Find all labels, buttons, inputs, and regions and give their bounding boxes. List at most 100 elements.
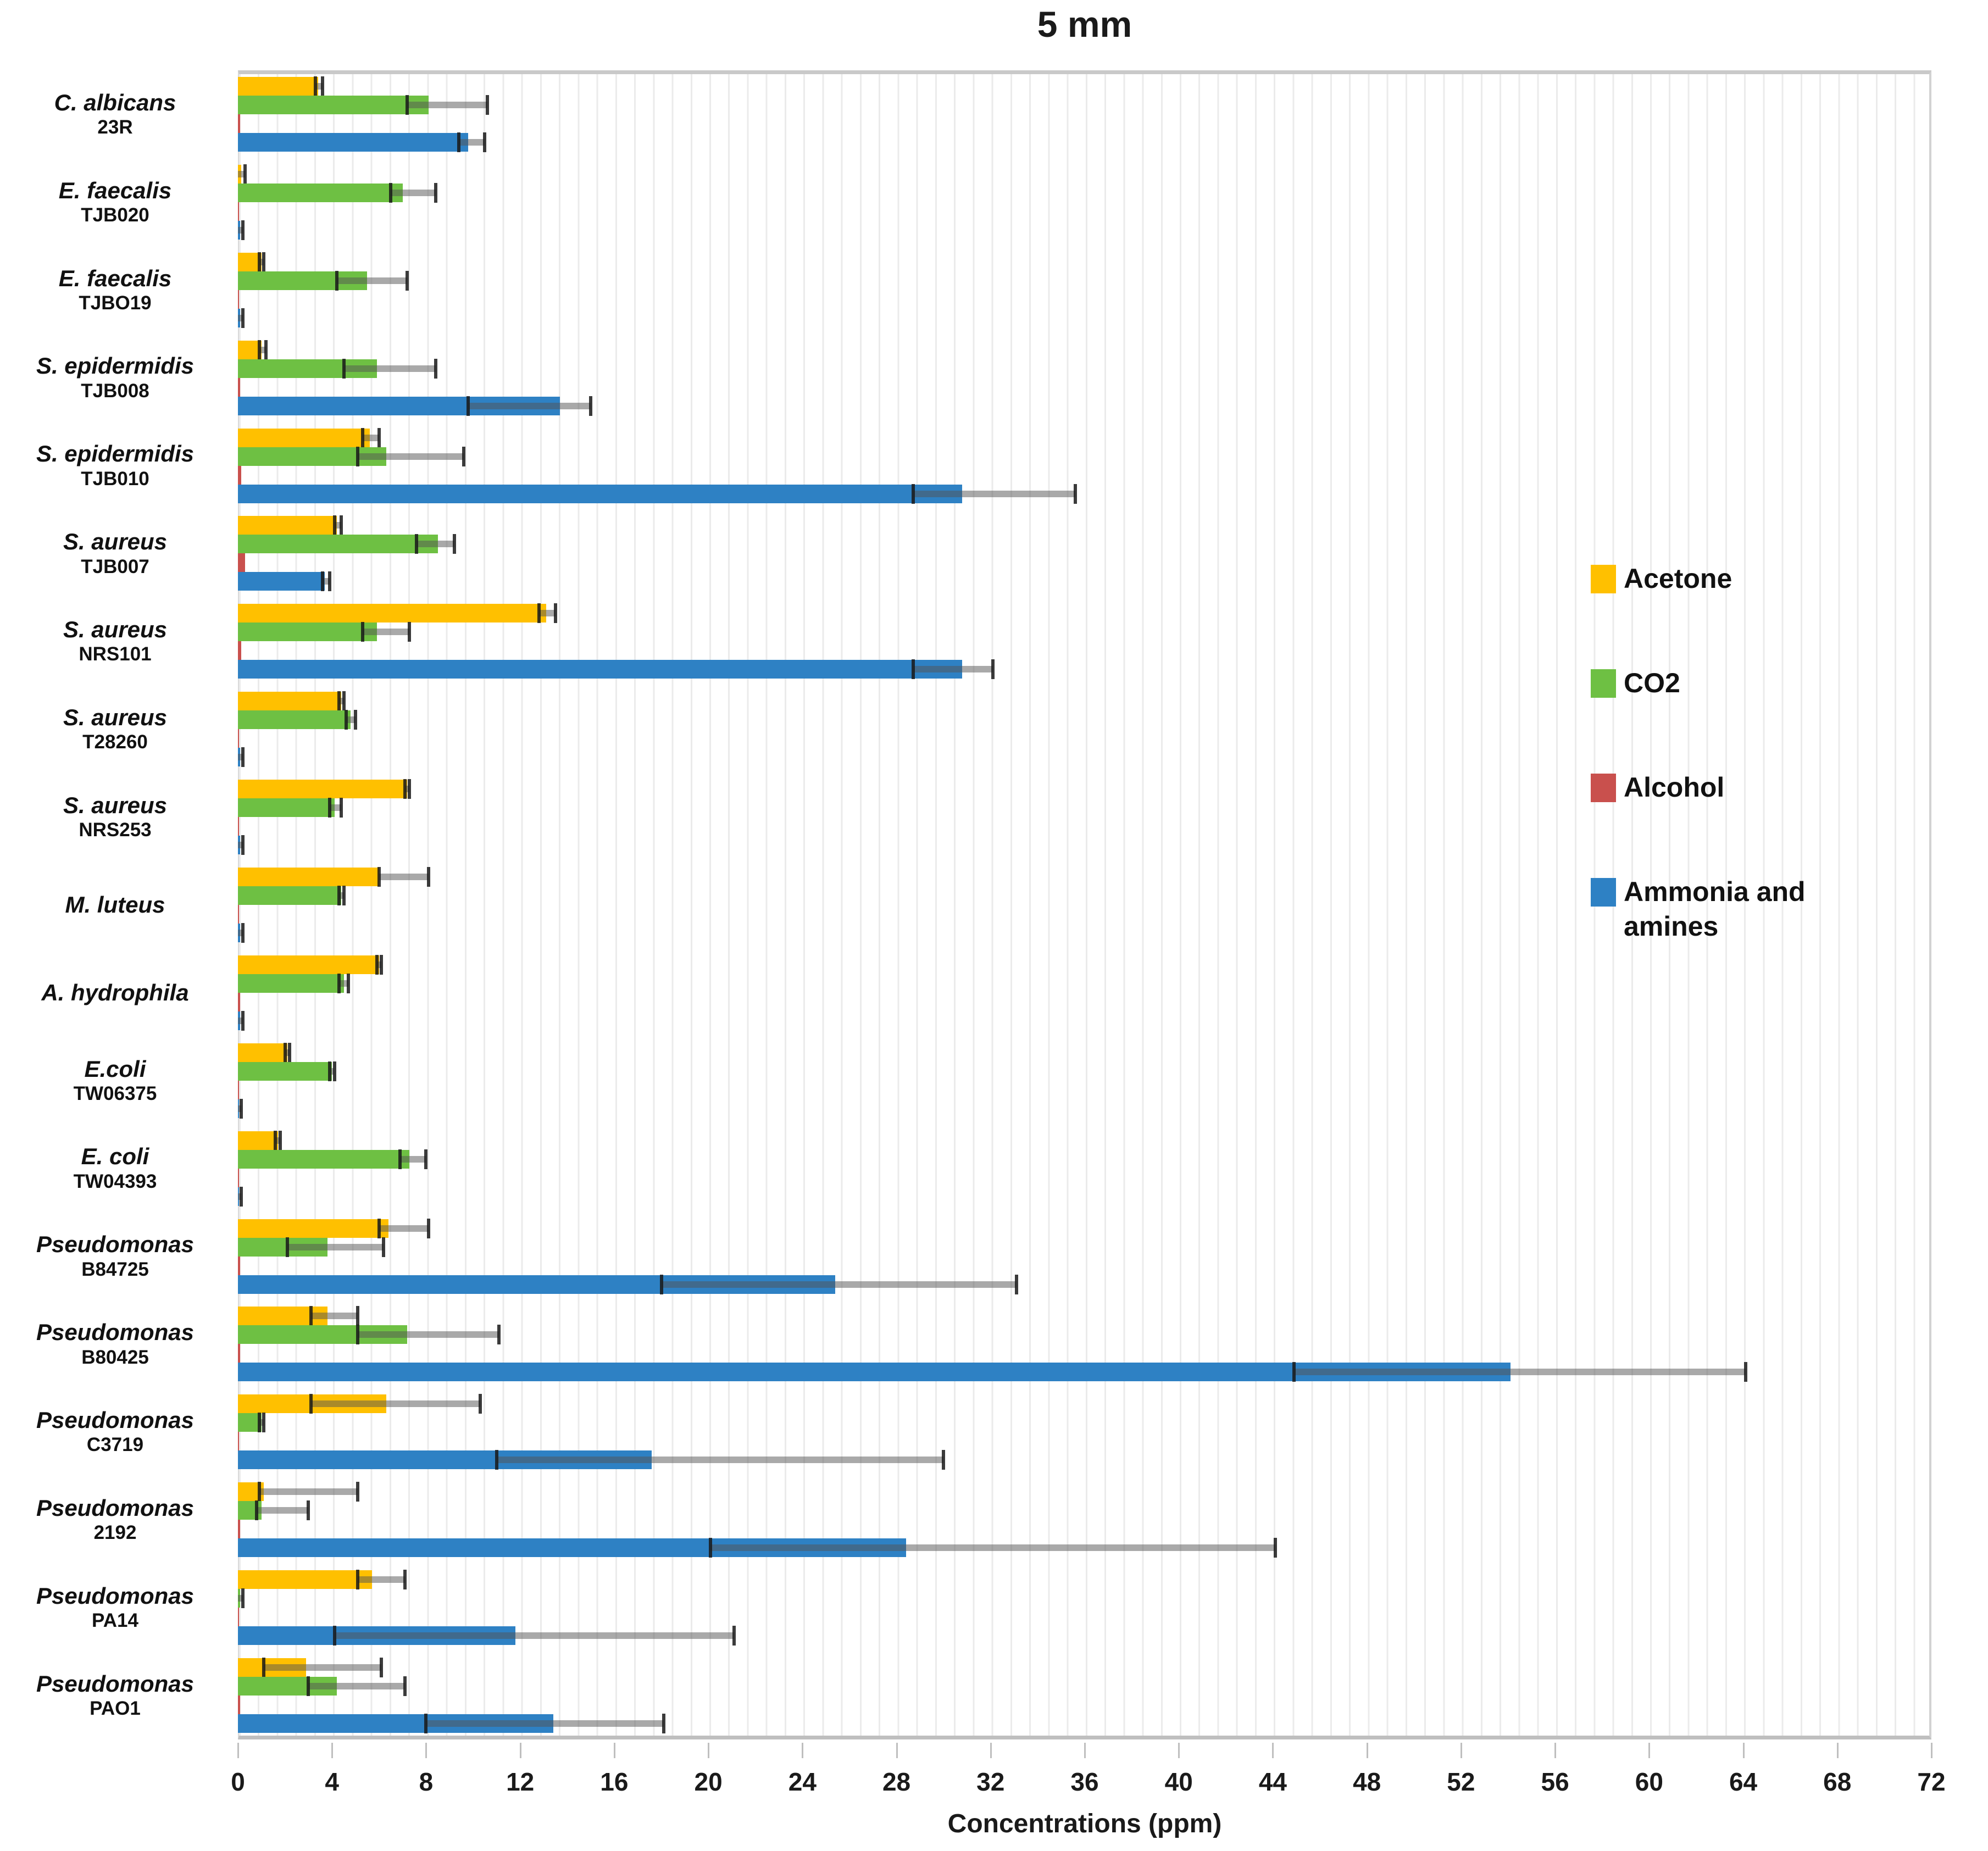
x-axis-tick [425, 1743, 427, 1758]
bar-co2 [238, 886, 342, 905]
error-bar-cap [342, 885, 346, 905]
error-bar-cap [314, 76, 318, 96]
x-axis-tick-label: 24 [788, 1767, 817, 1796]
strain-code: B84725 [81, 1258, 149, 1280]
bar-group [238, 1652, 1931, 1739]
species-name: Pseudomonas [36, 1670, 195, 1697]
x-axis-tick-label: 16 [600, 1767, 629, 1796]
error-bar-cap [264, 340, 268, 360]
error-bar-cap [337, 885, 341, 905]
bar-ammonia-and-amines [238, 132, 469, 152]
error-bar [358, 1331, 499, 1338]
error-bar-cap [389, 182, 393, 203]
error-bar-cap [424, 1713, 428, 1733]
x-axis-tick [708, 1743, 710, 1758]
error-bar-cap [415, 534, 419, 554]
error-bar-cap [327, 1061, 331, 1081]
error-bar-cap [589, 396, 593, 416]
error-bar [459, 138, 485, 146]
species-name: S. aureus [63, 616, 168, 643]
legend-item: Alcohol [1591, 770, 1724, 805]
error-bar-cap [709, 1538, 713, 1558]
bar-co2 [238, 1061, 332, 1081]
x-axis-tick [1460, 1743, 1462, 1758]
error-bar [346, 716, 356, 724]
bar-alcohol [238, 1168, 240, 1187]
bar-group [238, 1300, 1931, 1388]
y-axis-category-label: S. epidermidis TJB008 [0, 334, 238, 422]
bar-alcohol [238, 290, 240, 309]
y-axis-category-label: A. hydrophila [0, 949, 238, 1037]
legend-item: Acetone [1591, 562, 1732, 596]
error-bar-cap [991, 659, 995, 680]
error-bar [238, 314, 243, 321]
y-axis-category-label: S. aureus T28260 [0, 685, 238, 773]
error-bar-cap [403, 1570, 407, 1590]
bar-group [238, 1564, 1931, 1652]
y-axis-category-label: Pseudomonas 2192 [0, 1476, 238, 1564]
table-row: Pseudomonas PAO1 [0, 1652, 1931, 1739]
species-name: E.coli [84, 1055, 146, 1082]
species-name: Pseudomonas [36, 1319, 195, 1346]
error-bar-cap [462, 446, 465, 466]
table-row: Pseudomonas B80425 [0, 1300, 1931, 1388]
error-bar-cap [307, 1500, 310, 1521]
table-row: S. aureus NRS101 [0, 597, 1931, 685]
category-rows: C. albicans 23R E. faecalis TJB020 E. faecal… [0, 70, 1931, 1739]
error-bar-cap [1292, 1362, 1296, 1382]
error-bar-cap [426, 866, 430, 887]
table-row: Pseudomonas 2192 [0, 1476, 1931, 1564]
bar-alcohol [238, 465, 242, 485]
error-bar-cap [309, 1306, 313, 1326]
error-bar [259, 346, 266, 353]
error-bar-cap [327, 798, 331, 818]
error-bar-cap [342, 358, 346, 379]
error-bar-cap [241, 922, 245, 943]
x-axis-tick-label: 48 [1353, 1767, 1381, 1796]
error-bar-cap [241, 835, 245, 855]
error-bar [913, 666, 993, 673]
x-axis-tick-label: 20 [694, 1767, 723, 1796]
error-bar-cap [332, 515, 336, 536]
species-name: S. aureus [63, 792, 168, 818]
error-bar [259, 1419, 264, 1426]
strain-code: PAO1 [90, 1698, 141, 1720]
bar-co2 [238, 1149, 410, 1169]
y-axis-category-label: S. aureus TJB007 [0, 509, 238, 597]
error-bar-cap [360, 427, 364, 448]
error-bar [238, 842, 243, 849]
error-bar-cap [911, 483, 915, 504]
bar-acetone [238, 428, 370, 447]
error-bar-cap [483, 132, 487, 152]
error-bar [426, 1720, 664, 1727]
x-axis-tick-label: 60 [1635, 1767, 1663, 1796]
error-bar [238, 170, 245, 177]
bar-acetone [238, 1219, 388, 1238]
bar-group [238, 597, 1931, 685]
error-bar-cap [241, 308, 245, 328]
error-bar [362, 434, 379, 441]
bar-co2 [238, 710, 351, 730]
legend-item: CO2 [1591, 666, 1680, 701]
error-bar-cap [283, 1042, 287, 1063]
y-axis-category-label: S. epidermidis TJB010 [0, 422, 238, 510]
strain-code: NRS101 [79, 643, 152, 665]
strain-code: T28260 [82, 731, 148, 753]
bar-group [238, 949, 1931, 1037]
error-bar-cap [497, 1325, 501, 1345]
bar-acetone [238, 692, 342, 711]
legend-swatch-co2 [1591, 669, 1616, 698]
error-bar-cap [337, 973, 341, 993]
table-row: S. aureus NRS253 [0, 773, 1931, 861]
error-bar [362, 629, 410, 636]
error-bar-cap [457, 132, 461, 152]
x-axis-tick-label: 56 [1541, 1767, 1569, 1796]
error-bar-cap [942, 1450, 946, 1470]
bar-alcohol [238, 1344, 241, 1363]
x-axis-tick [519, 1743, 521, 1758]
x-axis-tick [1366, 1743, 1368, 1758]
table-row: S. epidermidis TJB008 [0, 334, 1931, 422]
error-bar-cap [307, 1676, 310, 1696]
error-bar-cap [452, 534, 456, 554]
bar-co2 [238, 974, 344, 993]
